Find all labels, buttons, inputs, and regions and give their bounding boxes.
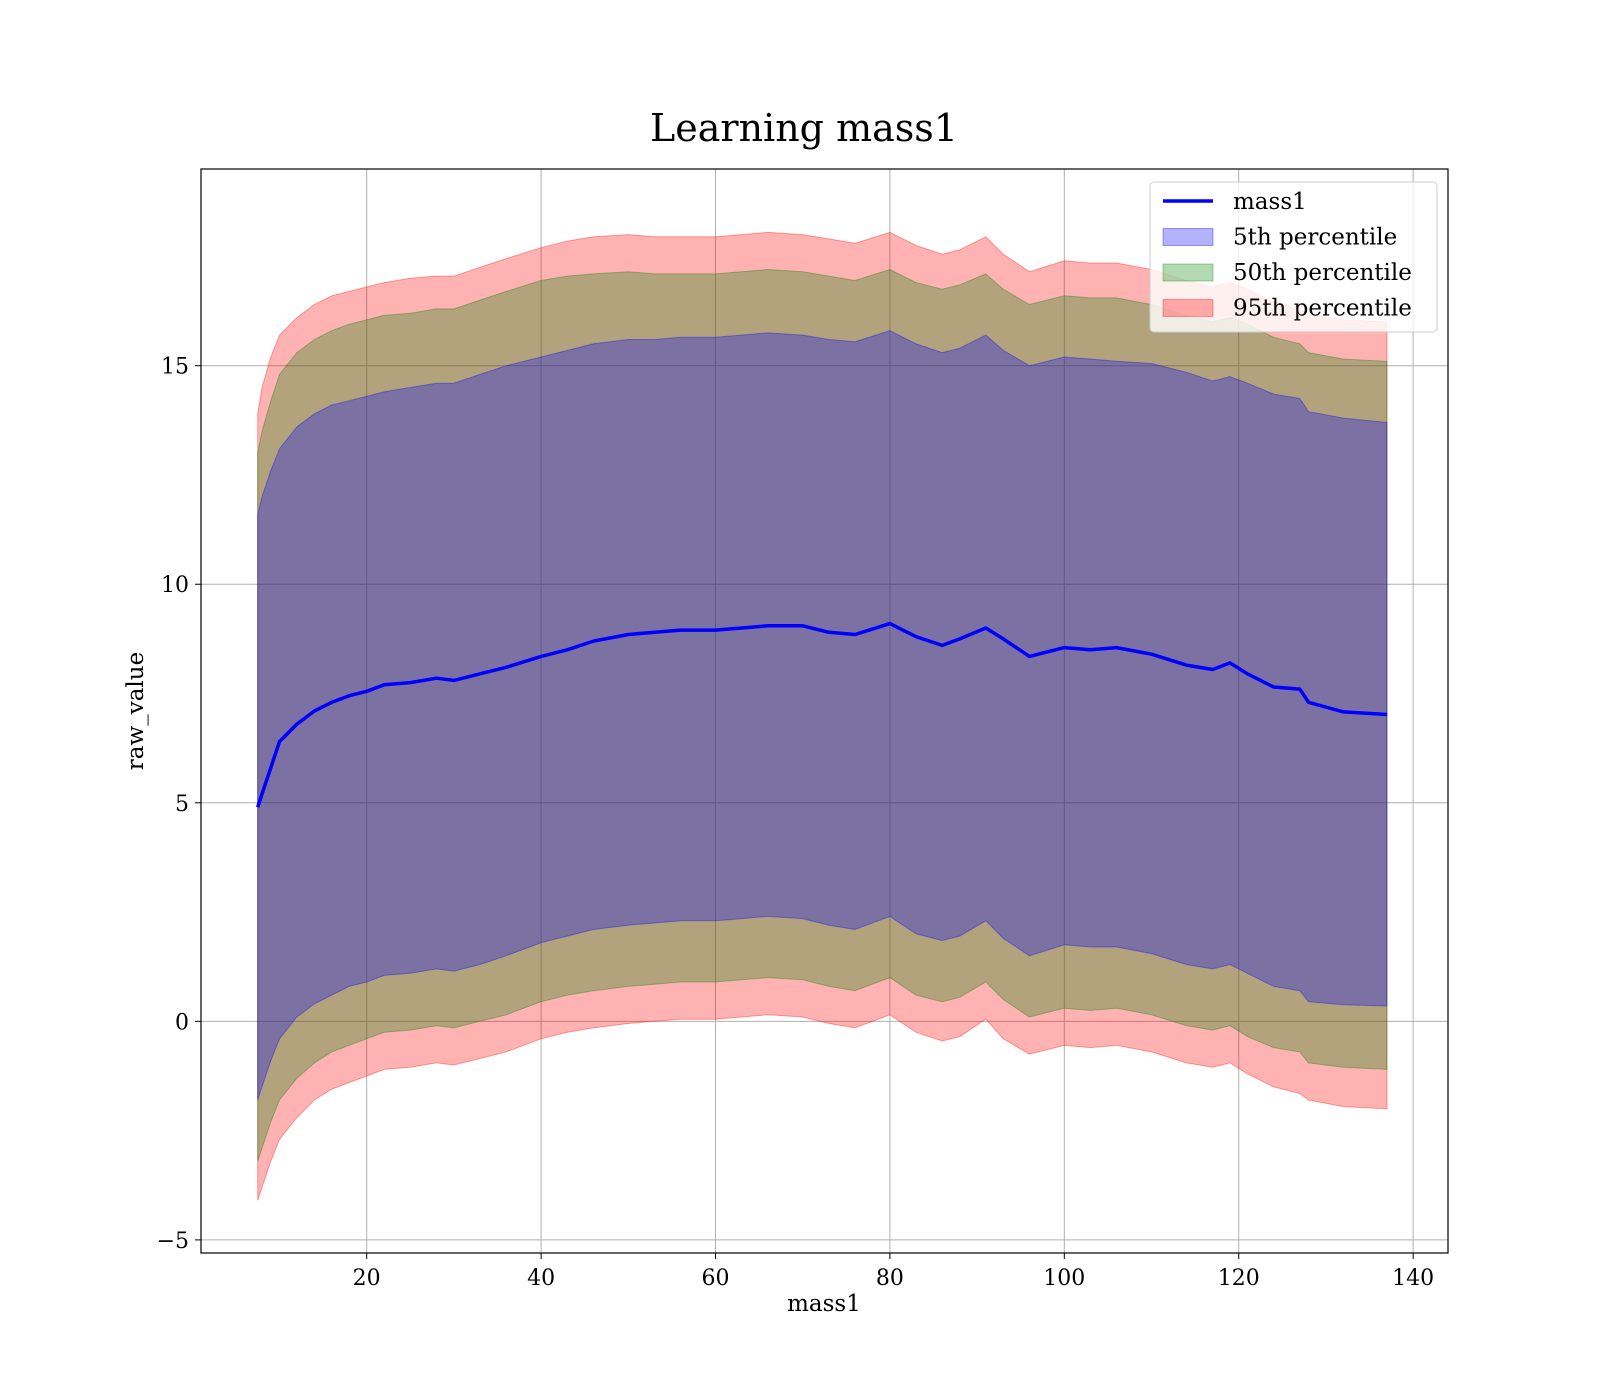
legend-swatch-band	[1162, 263, 1214, 282]
y-tick-label: 0	[175, 1010, 189, 1035]
x-axis-label: mass1	[787, 1291, 861, 1317]
plot-frame	[200, 168, 1449, 1254]
legend-swatch-band	[1162, 299, 1214, 317]
plot-area	[200, 168, 1449, 1254]
x-tick-label: 100	[1043, 1266, 1085, 1291]
band-95th-percentile	[257, 231, 1388, 1201]
y-tick-label: 10	[161, 573, 189, 598]
y-tick-label: 15	[161, 355, 189, 380]
band-50th-percentile	[257, 268, 1388, 1162]
percentile-bands	[257, 231, 1388, 1201]
x-tick-label: 60	[701, 1266, 729, 1291]
y-gridlines	[201, 365, 1448, 1241]
x-tick-label: 80	[876, 1266, 904, 1291]
y-tick-label: −5	[157, 1229, 189, 1254]
x-tick-label: 40	[527, 1266, 555, 1291]
x-axis-ticks: 20 40 60 80 100 120 140	[353, 1253, 1434, 1291]
legend-box	[1149, 181, 1438, 333]
line-mass1	[256, 621, 1388, 808]
x-gridlines	[366, 169, 1414, 1253]
legend: mass1 5th percentile 50th percentile 95th p…	[1149, 181, 1438, 333]
legend-label: mass1	[1233, 189, 1307, 215]
series-lines	[256, 621, 1388, 808]
legend-label: 5th percentile	[1233, 225, 1397, 251]
y-tick-label: 5	[175, 792, 189, 817]
band-5th-percentile	[257, 330, 1388, 1101]
plot-background	[201, 169, 1448, 1253]
x-tick-label: 20	[353, 1266, 381, 1291]
y-axis-label: raw_value	[123, 652, 149, 770]
chart-title: Learning mass1	[650, 106, 958, 150]
legend-label: 95th percentile	[1233, 296, 1412, 322]
y-axis-ticks: −5 0 5 10 15	[157, 355, 201, 1254]
x-tick-label: 120	[1218, 1266, 1260, 1291]
x-tick-label: 140	[1392, 1266, 1434, 1291]
legend-items: mass1 5th percentile 50th percentile 95th p…	[1162, 189, 1412, 322]
legend-label: 50th percentile	[1233, 260, 1412, 286]
legend-swatch-band	[1162, 228, 1214, 246]
